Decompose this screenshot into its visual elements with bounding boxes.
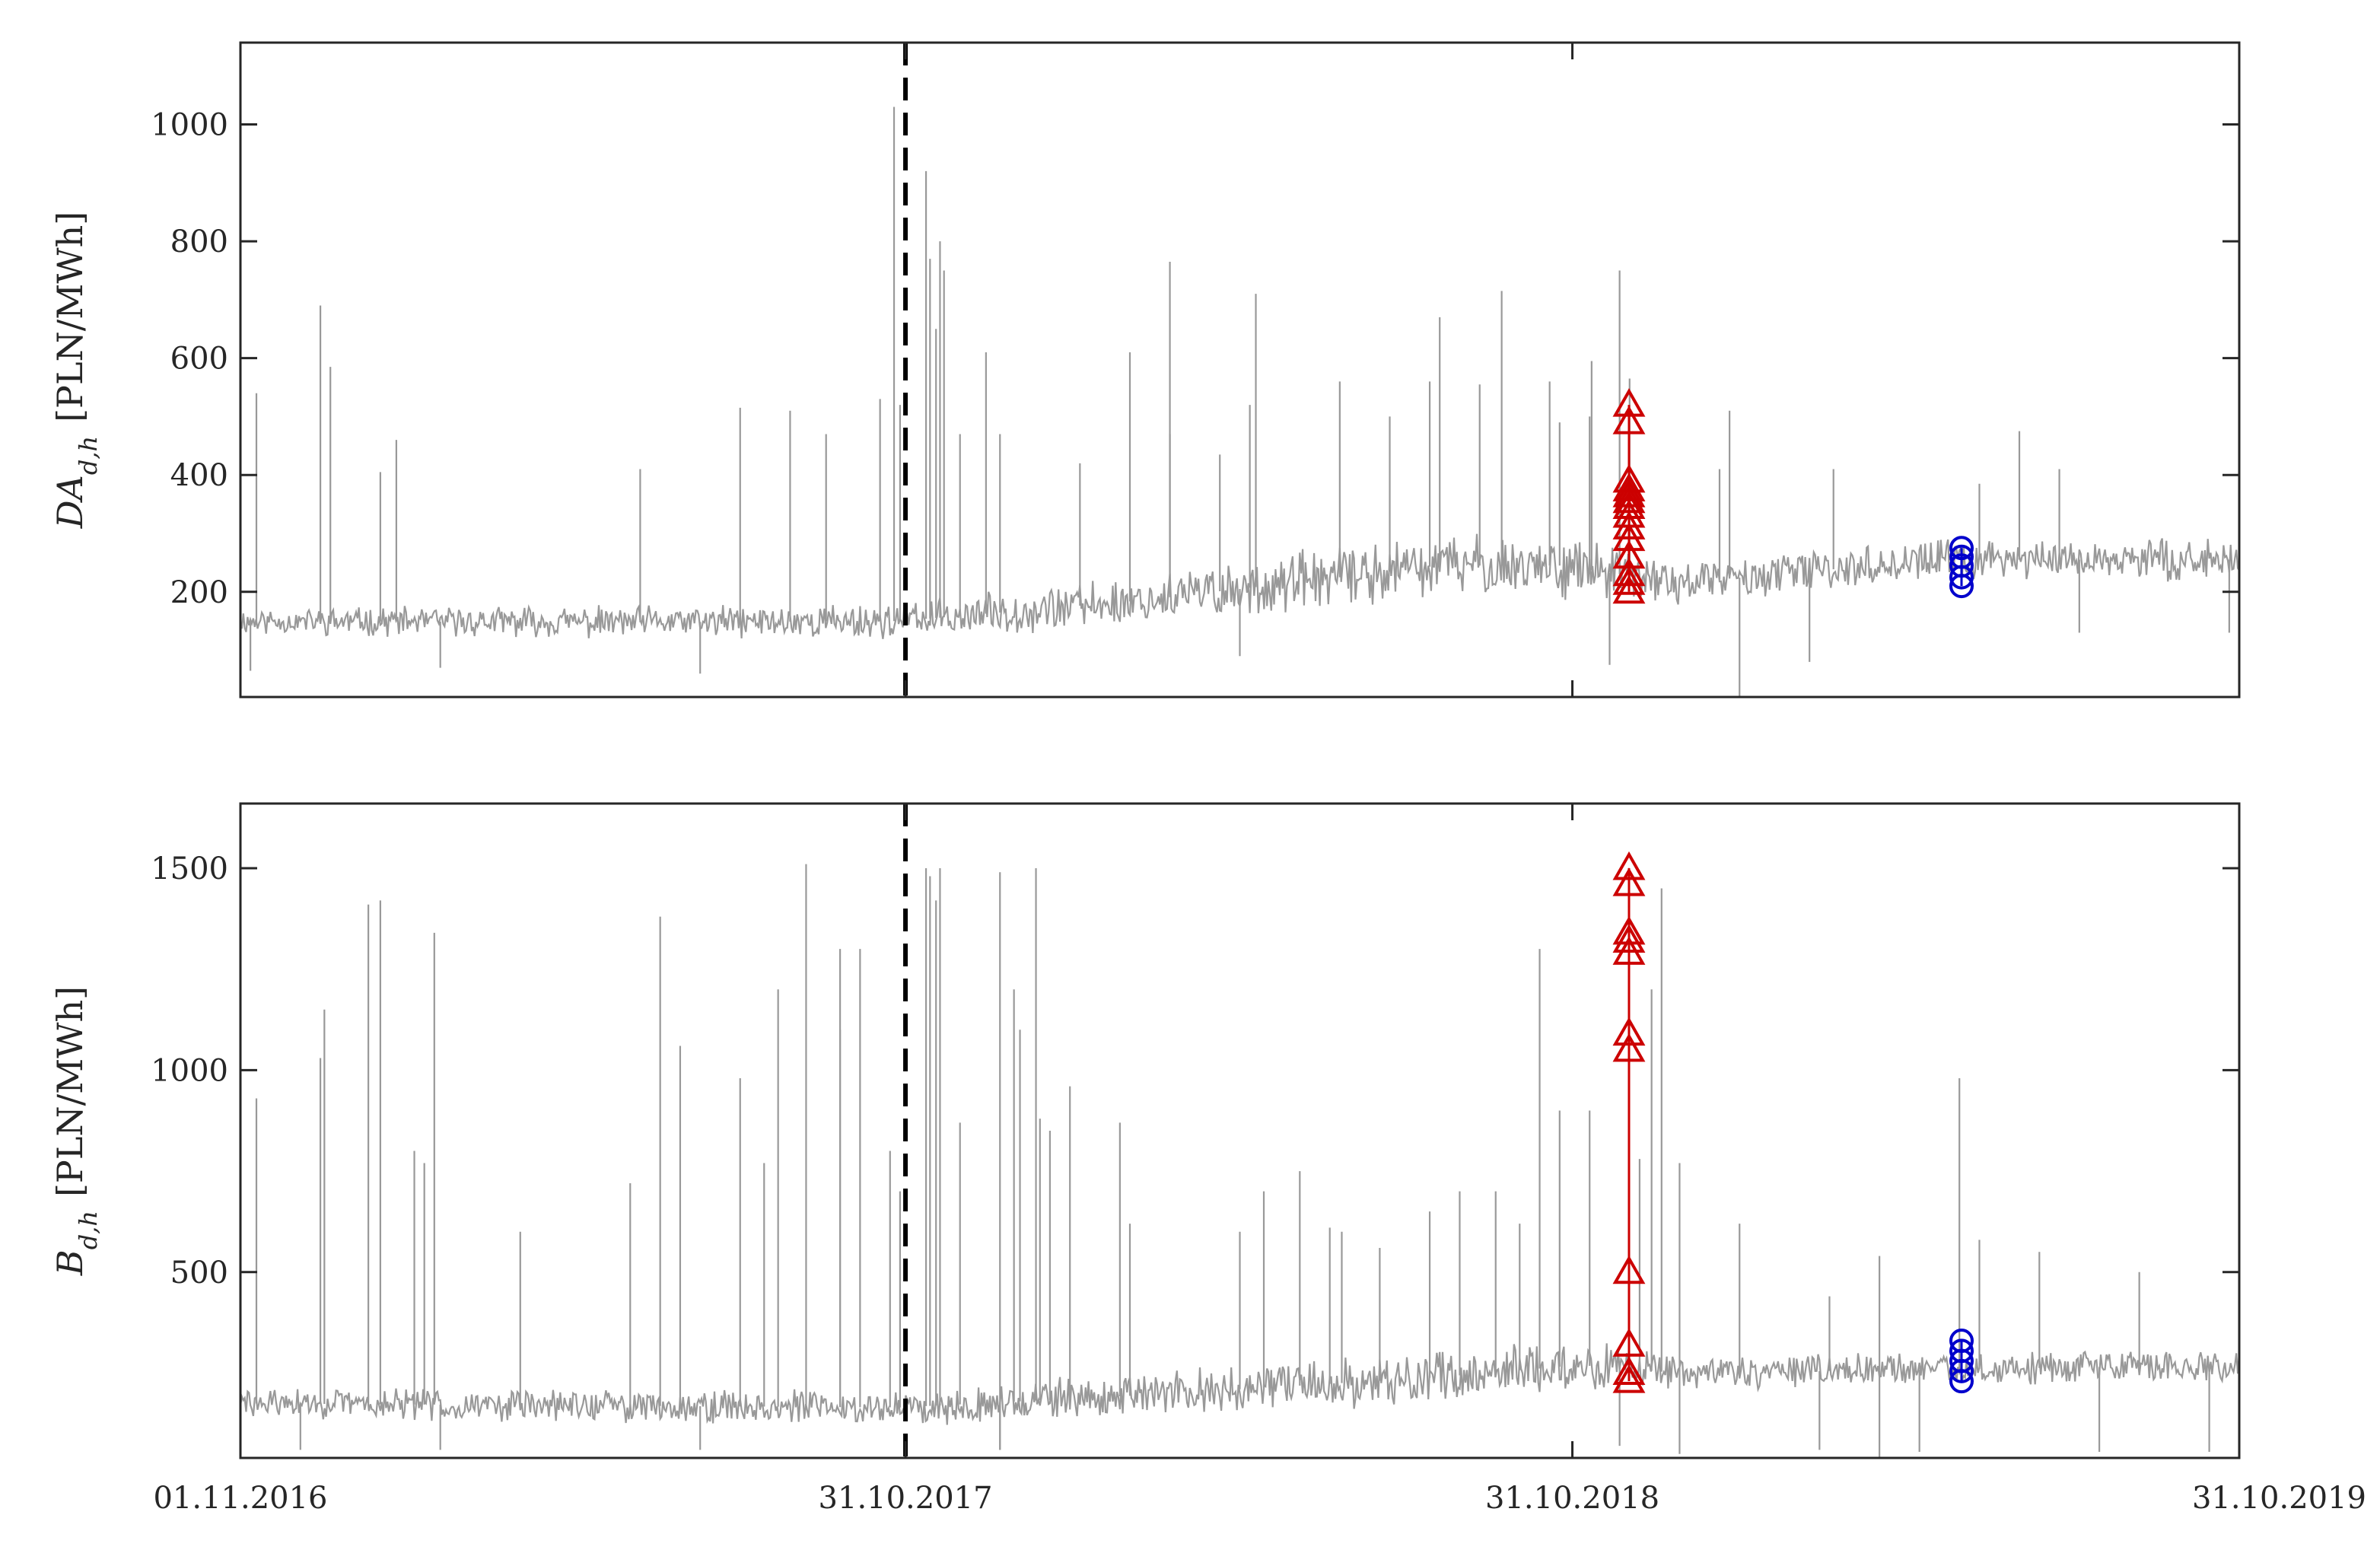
bottom-axes-box [239,802,2241,1459]
red-triangle-marker [1612,388,1646,417]
blue-circle-marker [1949,1329,1974,1354]
y-tick-label: 1000 [151,108,228,143]
top-axes-box [239,41,2241,699]
red-triangle-marker [1612,479,1646,508]
x-tick-label: 31.10.2017 [819,1481,993,1516]
y-tick-label: 200 [170,575,228,610]
price-series-line [240,1343,2239,1425]
y-tick-label: 500 [170,1256,228,1291]
red-triangle-marker [1612,1255,1646,1284]
red-triangle-marker [1612,1033,1646,1062]
red-triangle-marker [1612,498,1646,528]
red-triangle-marker [1612,1364,1646,1393]
y-tick-label: 1000 [151,1053,228,1088]
red-triangle-marker [1612,867,1646,896]
bottom-y-ticks: 500 1000 1500 [151,851,2239,1291]
y-tick-label: 1500 [151,851,228,886]
chart-panel-top: 200 400 600 800 1000 DAd,h[PLN/MWh] [49,41,2241,699]
red-triangle-marker [1612,851,1646,880]
blue-circle-marker [1949,536,1974,561]
red-triangle-marker [1612,463,1646,493]
blue-circle-marker [1949,544,1974,569]
red-triangle-marker [1612,566,1646,595]
bottom-plot-area [240,804,2239,1458]
red-triangle-marker [1612,1328,1646,1357]
chart-panel-bottom: 500 1000 1500 01.11.2016 31.10.2017 31.10.20… [49,802,2366,1516]
x-tick-label: 31.10.2019 [2192,1481,2366,1516]
y-tick-label: 800 [170,224,228,259]
red-triangle-marker [1612,539,1646,569]
red-triangle-marker [1612,557,1646,587]
top-plot-area [240,43,2239,697]
top-x-ticks [239,43,2241,697]
x-tick-label: 31.10.2018 [1485,1481,1659,1516]
series-group [240,107,2239,697]
y-tick-label: 600 [170,342,228,377]
red-triangle-marker [1612,574,1646,604]
red-triangle-marker [1612,406,1646,434]
bottom-y-axis-label: Bd,h[PLN/MWh] [49,986,103,1276]
bottom-x-ticks: 01.11.2016 31.10.2017 31.10.2018 31.10.2019 [153,804,2366,1516]
series-group [240,864,2239,1458]
red-triangle-marker [1612,924,1646,953]
red-triangle-marker [1612,473,1646,501]
blue-circle-marker [1949,1338,1974,1364]
red-triangle-marker [1612,1017,1646,1046]
top-y-axis-label: DAd,h[PLN/MWh] [49,212,103,530]
red-triangle-marker [1612,1356,1646,1386]
top-y-ticks: 200 400 600 800 1000 [151,108,2239,610]
x-tick-label: 01.11.2016 [153,1481,327,1516]
blue-circle-marker [1949,553,1974,578]
y-tick-label: 400 [170,458,228,493]
red-triangle-marker [1612,915,1646,945]
